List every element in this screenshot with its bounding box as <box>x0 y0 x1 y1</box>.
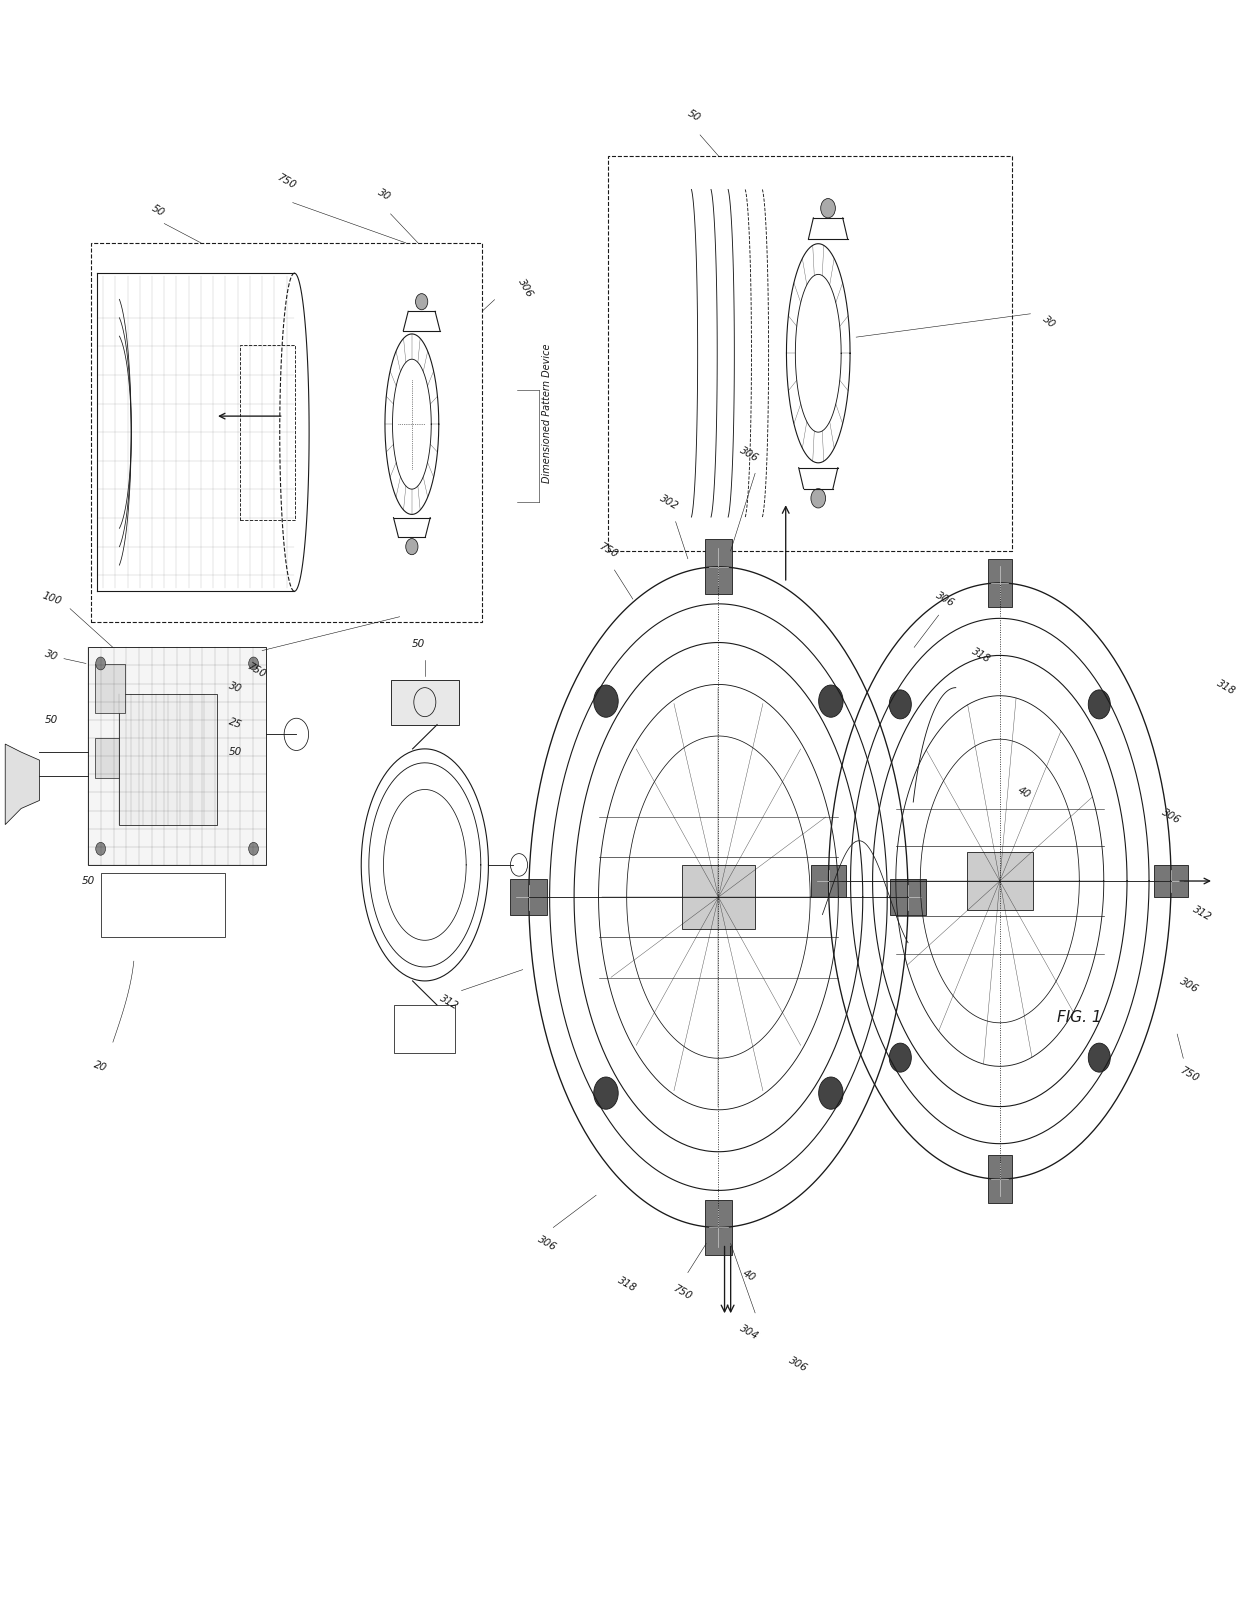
Bar <box>391 679 459 724</box>
Text: 750: 750 <box>246 661 267 679</box>
Bar <box>811 865 846 897</box>
Circle shape <box>1089 690 1110 720</box>
Text: 25: 25 <box>227 716 243 729</box>
Circle shape <box>1089 1043 1110 1072</box>
Circle shape <box>818 1077 843 1109</box>
Text: 306: 306 <box>516 277 534 299</box>
Bar <box>682 865 755 930</box>
Circle shape <box>249 657 258 669</box>
Bar <box>889 880 926 915</box>
Text: 306: 306 <box>536 1234 558 1253</box>
Text: 306: 306 <box>1178 977 1200 994</box>
Text: 50: 50 <box>82 876 95 886</box>
Text: 318: 318 <box>615 1274 637 1294</box>
Circle shape <box>818 686 843 718</box>
Text: 30: 30 <box>43 648 60 663</box>
Bar <box>91 243 482 621</box>
Text: 40: 40 <box>1016 784 1033 800</box>
Text: 306: 306 <box>934 590 956 608</box>
Circle shape <box>95 842 105 855</box>
Text: 306: 306 <box>1159 807 1182 826</box>
Text: 20: 20 <box>93 1059 109 1074</box>
Bar <box>94 665 125 713</box>
Text: 750: 750 <box>598 542 620 559</box>
Text: 312: 312 <box>438 993 460 1011</box>
Text: 50: 50 <box>150 204 166 218</box>
Text: 100: 100 <box>41 590 63 606</box>
Bar <box>94 737 119 778</box>
Text: 312: 312 <box>1190 904 1213 923</box>
Text: 50: 50 <box>228 747 242 757</box>
Text: 50: 50 <box>686 108 702 123</box>
Bar <box>511 880 547 915</box>
Bar <box>394 1006 455 1053</box>
Bar <box>609 155 1012 551</box>
Polygon shape <box>5 744 40 825</box>
Text: 50: 50 <box>412 639 425 648</box>
Text: 750: 750 <box>275 173 298 191</box>
Bar <box>100 873 224 938</box>
Circle shape <box>405 538 418 555</box>
Bar <box>706 1200 732 1255</box>
Text: 318: 318 <box>1215 679 1238 697</box>
Text: 306: 306 <box>738 445 760 464</box>
Bar <box>987 1155 1012 1203</box>
Bar <box>967 852 1033 910</box>
Text: 30: 30 <box>227 681 243 695</box>
Circle shape <box>889 690 911 720</box>
Bar <box>987 559 1012 606</box>
Bar <box>706 540 732 593</box>
Text: 30: 30 <box>1040 314 1056 330</box>
Text: 306: 306 <box>787 1355 808 1374</box>
Circle shape <box>811 488 826 508</box>
Text: 750: 750 <box>1178 1066 1200 1083</box>
Text: 30: 30 <box>376 188 393 202</box>
Circle shape <box>415 294 428 310</box>
Circle shape <box>249 842 258 855</box>
Text: Dimensioned Pattern Device: Dimensioned Pattern Device <box>542 344 552 483</box>
Text: 318: 318 <box>971 647 992 665</box>
Circle shape <box>594 686 619 718</box>
Bar <box>88 647 265 865</box>
Text: 302: 302 <box>658 493 681 511</box>
Text: 304: 304 <box>738 1323 760 1342</box>
Bar <box>1154 865 1188 897</box>
Text: 750: 750 <box>671 1282 693 1302</box>
Circle shape <box>889 1043 911 1072</box>
Text: FIG. 1: FIG. 1 <box>1056 1011 1101 1025</box>
Bar <box>119 694 217 825</box>
Circle shape <box>95 657 105 669</box>
Text: 40: 40 <box>740 1268 758 1284</box>
Circle shape <box>594 1077 619 1109</box>
Circle shape <box>821 199 836 218</box>
Bar <box>239 344 295 519</box>
Text: 50: 50 <box>45 715 58 724</box>
